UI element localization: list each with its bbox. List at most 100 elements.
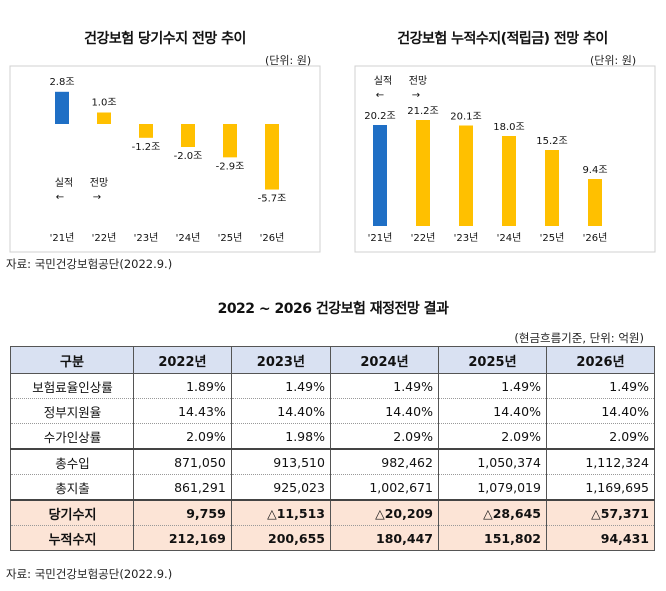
table-cell: △20,209 — [329, 499, 439, 526]
table-row: 정부지원율 14.43% 14.40% 14.40% 14.40% 14.40% — [10, 398, 656, 424]
row-label: 수가인상률 — [10, 423, 134, 450]
left-chart: 2.8조 '21년 1.0조 '22년 -1.2조 '23년 -2.0조 '24년 -2.9조 '… — [49, 77, 286, 244]
table-title: 2022 ~ 2026 건강보험 재정전망 결과 — [217, 301, 449, 317]
row-label: 누적수지 — [10, 525, 134, 551]
table-unit: (현금흐름기준, 단위: 억원) — [514, 331, 644, 345]
row-label: 총지출 — [10, 474, 134, 501]
right-actual-arrow: ← — [376, 90, 384, 101]
right-actual-label: 실적 — [374, 75, 392, 87]
left-bar — [223, 124, 237, 158]
table-cell: 982,462 — [329, 448, 439, 475]
right-bar-value-label: 21.2조 — [407, 106, 438, 117]
header-cell: 구분 — [10, 346, 134, 374]
table-cell: 1,002,671 — [329, 474, 439, 501]
right-bar — [416, 120, 430, 226]
source-top: 자료: 국민건강보험공단(2022.9.) — [6, 257, 173, 271]
left-bar — [139, 124, 153, 138]
table-cell: 212,169 — [133, 525, 232, 551]
right-x-tick-label: '21년 — [368, 232, 393, 244]
right-x-tick-label: '22년 — [411, 232, 436, 244]
left-bar-value-label: 1.0조 — [91, 98, 116, 109]
left-x-tick-label: '23년 — [134, 232, 159, 244]
right-bar-value-label: 18.0조 — [493, 122, 524, 133]
table-cell: 151,802 — [437, 525, 547, 551]
table-cell: 913,510 — [230, 448, 331, 475]
table-cell: △28,645 — [437, 499, 547, 526]
right-bar — [373, 125, 387, 226]
table-cell: 14.40% — [545, 398, 656, 424]
left-chart-title: 건강보험 당기수지 전망 추이 — [84, 31, 246, 47]
table-cell: 2.09% — [545, 423, 656, 450]
source-bottom: 자료: 국민건강보험공단(2022.9.) — [6, 567, 173, 581]
table-cell: 180,447 — [329, 525, 439, 551]
right-bar — [545, 150, 559, 226]
finance-table: 구분 2022년 2023년 2024년 2025년 2026년 보험료율인상률… — [10, 346, 656, 551]
table-header-row: 구분 2022년 2023년 2024년 2025년 2026년 — [10, 346, 656, 374]
right-bar-value-label: 15.2조 — [536, 136, 567, 147]
table-cell: 14.40% — [329, 398, 439, 424]
left-bar-value-label: -1.2조 — [132, 142, 161, 153]
table-cell: 9,759 — [133, 499, 232, 526]
right-x-tick-label: '24년 — [497, 232, 522, 244]
right-bar-value-label: 20.2조 — [364, 111, 395, 122]
table-cell: 925,023 — [230, 474, 331, 501]
right-chart-frame — [354, 65, 656, 253]
header-cell: 2025년 — [437, 346, 547, 374]
table-row: 당기수지 9,759 △11,513 △20,209 △28,645 △57,371 — [10, 499, 656, 526]
left-x-tick-label: '22년 — [92, 232, 117, 244]
table-row: 총지출 861,291 925,023 1,002,671 1,079,019 1,169… — [10, 474, 656, 501]
right-x-tick-label: '23년 — [454, 232, 479, 244]
header-cell: 2023년 — [230, 346, 331, 374]
table-cell: 14.43% — [133, 398, 232, 424]
left-actual-arrow: ← — [56, 192, 64, 203]
table-cell: 1.49% — [437, 373, 547, 399]
left-actual-label: 실적 — [55, 177, 73, 189]
left-x-tick-label: '24년 — [176, 232, 201, 244]
left-bar — [181, 124, 195, 147]
left-bar — [55, 91, 69, 124]
left-bar — [265, 124, 279, 190]
table-cell: 2.09% — [437, 423, 547, 450]
header-cell: 2026년 — [545, 346, 656, 374]
table-cell: 1.49% — [329, 373, 439, 399]
table-row: 보험료율인상률 1.89% 1.49% 1.49% 1.49% 1.49% — [10, 373, 656, 399]
left-bar-value-label: -5.7조 — [258, 194, 287, 205]
left-bar-value-label: -2.0조 — [174, 151, 203, 162]
left-forecast-arrow: → — [93, 192, 101, 203]
right-x-tick-label: '26년 — [583, 232, 608, 244]
table-cell: 2.09% — [133, 423, 232, 450]
table-cell: 1,112,324 — [545, 448, 656, 475]
left-bar-value-label: 2.8조 — [49, 77, 74, 88]
left-forecast-label: 전망 — [90, 177, 108, 189]
row-label: 정부지원율 — [10, 398, 134, 424]
left-x-tick-label: '25년 — [218, 232, 243, 244]
header-cell: 2024년 — [329, 346, 439, 374]
right-bar — [502, 136, 516, 226]
left-chart-frame — [9, 65, 321, 253]
row-label: 당기수지 — [10, 499, 134, 526]
table-cell: 1,050,374 — [437, 448, 547, 475]
table-cell: 1.89% — [133, 373, 232, 399]
table-row: 총수입 871,050 913,510 982,462 1,050,374 1,112,3… — [10, 448, 656, 475]
table-cell: 1.49% — [545, 373, 656, 399]
table-row: 수가인상률 2.09% 1.98% 2.09% 2.09% 2.09% — [10, 423, 656, 450]
header-cell: 2022년 — [133, 346, 232, 374]
table-cell: 94,431 — [545, 525, 656, 551]
table-cell: △57,371 — [545, 499, 656, 526]
row-label: 총수입 — [10, 448, 134, 475]
table-cell: △11,513 — [230, 499, 331, 526]
table-cell: 1.98% — [230, 423, 331, 450]
left-bar — [97, 112, 111, 124]
left-x-tick-label: '26년 — [260, 232, 285, 244]
right-chart-title: 건강보험 누적수지(적립금) 전망 추이 — [397, 31, 608, 47]
table-cell: 861,291 — [133, 474, 232, 501]
table-cell: 14.40% — [230, 398, 331, 424]
table-cell: 1,169,695 — [545, 474, 656, 501]
right-x-tick-label: '25년 — [540, 232, 565, 244]
table-cell: 1,079,019 — [437, 474, 547, 501]
right-bar — [459, 125, 473, 226]
right-forecast-arrow: → — [412, 90, 420, 101]
right-chart: 20.2조 '21년 21.2조 '22년 20.1조 '23년 18.0조 '24년 15.2… — [364, 75, 607, 244]
row-label: 보험료율인상률 — [10, 373, 134, 399]
table-row: 누적수지 212,169 200,655 180,447 151,802 94,431 — [10, 525, 656, 551]
